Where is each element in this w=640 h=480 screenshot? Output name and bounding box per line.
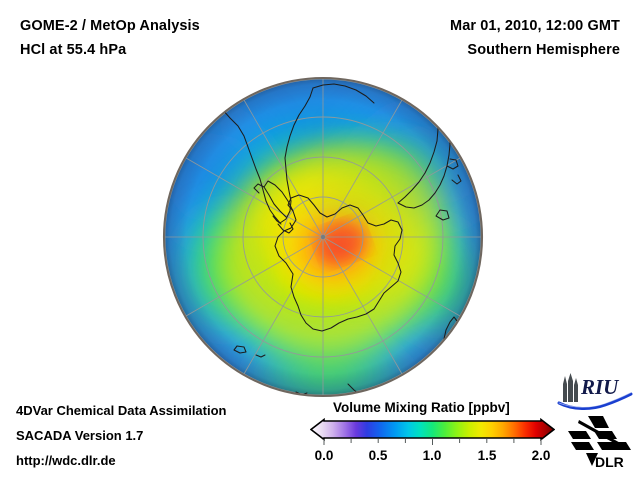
hemisphere-label: Southern Hemisphere bbox=[467, 42, 620, 58]
colorbar-tick-0: 0.0 bbox=[314, 448, 334, 463]
colorbar-tick-2: 1.0 bbox=[422, 448, 442, 463]
colorbar-tick-4: 2.0 bbox=[531, 448, 551, 463]
graticule bbox=[164, 78, 482, 396]
colorbar-tick-3: 1.5 bbox=[477, 448, 497, 463]
colorbar-gradient bbox=[309, 417, 556, 442]
dlr-wordmark: DLR bbox=[595, 454, 624, 470]
riu-swoosh-highlight bbox=[558, 392, 632, 408]
colorbar bbox=[309, 417, 556, 448]
south-pole-marker bbox=[320, 234, 326, 240]
species-level-label: HCl at 55.4 hPa bbox=[20, 42, 127, 58]
website-url: http://wdc.dlr.de bbox=[16, 453, 116, 468]
riu-swoosh-icon bbox=[557, 392, 633, 410]
colorbar-title: Volume Mixing Ratio [ppbv] bbox=[333, 400, 510, 415]
dlr-mark-icon bbox=[568, 416, 631, 466]
coastlines bbox=[213, 83, 464, 396]
riu-logo: RIU bbox=[557, 372, 635, 412]
riu-wordmark: RIU bbox=[580, 375, 620, 399]
assimilation-label: 4DVar Chemical Data Assimilation bbox=[16, 403, 227, 418]
version-label: SACADA Version 1.7 bbox=[16, 428, 144, 443]
globe-rim bbox=[162, 76, 484, 398]
dlr-logo: DLR bbox=[562, 414, 634, 472]
concentration-field bbox=[164, 78, 482, 396]
riu-towers-icon bbox=[563, 373, 578, 402]
analysis-title: GOME-2 / MetOp Analysis bbox=[20, 18, 200, 34]
colorbar-tick-1: 0.5 bbox=[368, 448, 388, 463]
datetime-label: Mar 01, 2010, 12:00 GMT bbox=[450, 18, 620, 34]
globe-map bbox=[160, 74, 486, 400]
colorbar-ticks bbox=[323, 439, 542, 445]
